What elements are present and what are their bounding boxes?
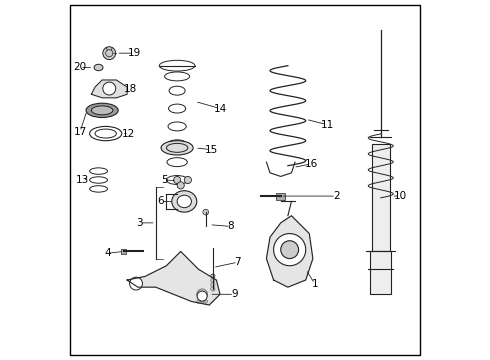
Circle shape — [177, 182, 184, 189]
Text: 4: 4 — [104, 248, 111, 258]
Text: 10: 10 — [394, 191, 407, 201]
Text: 11: 11 — [320, 120, 334, 130]
Circle shape — [130, 277, 143, 290]
Text: 6: 6 — [158, 197, 164, 206]
Circle shape — [197, 291, 207, 301]
Text: 15: 15 — [204, 145, 218, 155]
Bar — [372, 144, 390, 251]
Text: 19: 19 — [127, 48, 141, 58]
Ellipse shape — [161, 141, 193, 155]
Circle shape — [273, 234, 306, 266]
Circle shape — [103, 47, 116, 60]
Circle shape — [211, 278, 215, 283]
Text: 1: 1 — [311, 279, 318, 289]
Text: 20: 20 — [74, 63, 87, 72]
Ellipse shape — [86, 103, 118, 117]
Bar — [370, 251, 392, 294]
Circle shape — [204, 300, 207, 303]
Circle shape — [200, 300, 204, 303]
Text: 7: 7 — [235, 257, 241, 267]
Ellipse shape — [92, 106, 113, 115]
Circle shape — [211, 274, 215, 278]
Circle shape — [184, 176, 192, 184]
Circle shape — [211, 283, 215, 287]
Text: 18: 18 — [124, 84, 137, 94]
Ellipse shape — [94, 64, 103, 71]
Text: 8: 8 — [227, 221, 234, 231]
Circle shape — [173, 176, 181, 184]
Text: 5: 5 — [161, 175, 168, 185]
Text: 12: 12 — [122, 129, 136, 139]
Text: 2: 2 — [333, 191, 340, 201]
Polygon shape — [127, 251, 220, 305]
Circle shape — [281, 241, 298, 258]
Ellipse shape — [177, 195, 192, 208]
Text: 16: 16 — [304, 159, 318, 169]
Text: 9: 9 — [231, 289, 238, 299]
Ellipse shape — [172, 191, 197, 212]
Circle shape — [197, 289, 207, 300]
Bar — [121, 249, 126, 254]
Polygon shape — [267, 216, 313, 287]
Text: 3: 3 — [136, 218, 143, 228]
Circle shape — [103, 82, 116, 95]
Text: 13: 13 — [76, 175, 89, 185]
Polygon shape — [92, 80, 127, 98]
Text: 17: 17 — [74, 127, 87, 137]
Bar — [276, 193, 285, 200]
Circle shape — [203, 209, 209, 215]
Circle shape — [197, 300, 200, 303]
Text: 14: 14 — [213, 104, 226, 113]
Circle shape — [211, 287, 215, 291]
